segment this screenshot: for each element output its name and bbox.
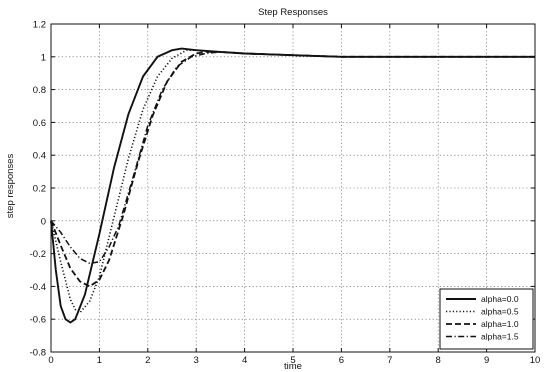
y-tick-label: -0.4 [30,282,46,293]
x-tick-label: 2 [145,355,150,366]
legend-label: alpha=0.5 [481,307,519,317]
y-tick-label: 0.8 [33,85,46,96]
x-tick-label: 0 [48,355,53,366]
y-tick-label: 0.4 [33,151,46,162]
legend-label: alpha=0.0 [481,294,519,304]
x-tick-label: 10 [530,355,541,366]
series-line-3 [50,51,535,265]
y-tick-label: -0.8 [30,348,46,359]
x-tick-label: 5 [290,355,295,366]
y-tick-label: 0 [41,216,46,227]
legend: alpha=0.0 alpha=0.5 alpha=1.0 alpha=1.5 [439,288,534,350]
y-tick-label: 1 [41,52,46,63]
x-axis-label: time [284,361,302,372]
y-axis-label: step responses [5,154,16,219]
x-tick-label: 1 [97,355,102,366]
x-tick-label: 7 [387,355,392,366]
series-group [50,47,535,324]
y-tick-label: 0.2 [33,184,46,195]
y-tick-label: 0.6 [33,118,46,129]
legend-label: alpha=1.5 [481,332,519,342]
y-tick-label: -0.6 [30,315,46,326]
tick-labels: 0 1 2 3 4 5 6 7 8 9 10 -0.8 -0.6 -0.4 -0.2 0 0.2 0.4 0.6 0.… [30,20,541,367]
x-tick-label: 3 [194,355,199,366]
x-tick-label: 8 [436,355,441,366]
grid [51,24,535,352]
chart-title: Step Responses [258,7,328,18]
x-tick-label: 6 [339,355,344,366]
legend-label: alpha=1.0 [481,319,519,329]
y-tick-label: -0.2 [30,249,46,260]
x-tick-label: 4 [242,355,247,366]
x-tick-label: 9 [484,355,489,366]
y-tick-label: 1.2 [33,20,46,31]
series-line-2 [50,51,535,288]
